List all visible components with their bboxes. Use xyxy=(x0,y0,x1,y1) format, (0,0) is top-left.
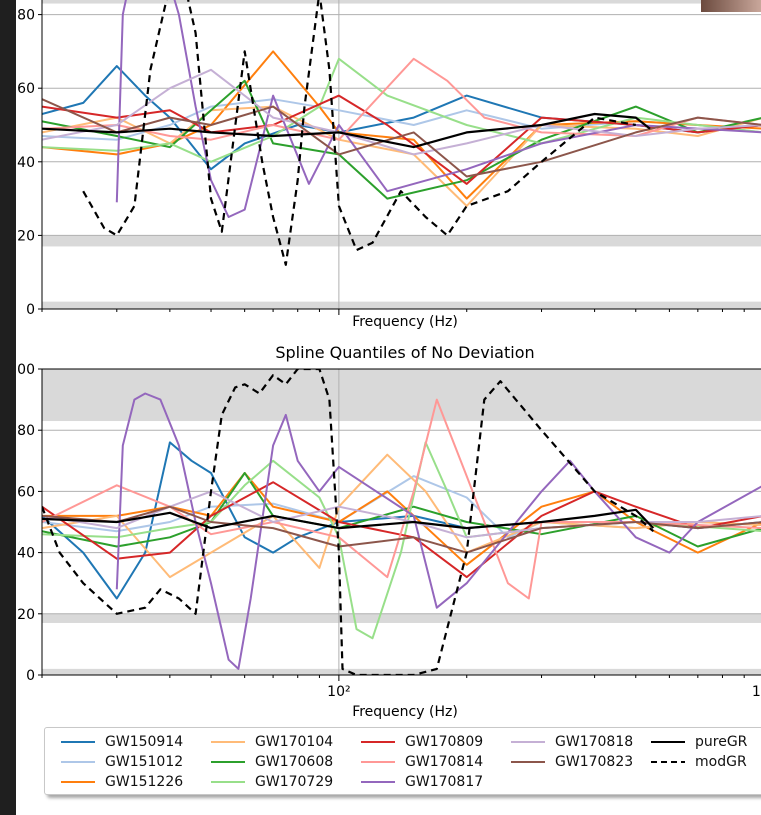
shaded-band xyxy=(42,668,761,675)
legend-swatch xyxy=(511,761,545,763)
shaded-band xyxy=(42,235,761,247)
legend-label: GW170817 xyxy=(405,774,484,790)
legend-item-gw151012: GW151012 xyxy=(61,752,183,772)
series-line-gw170814 xyxy=(42,398,761,600)
legend-swatch xyxy=(61,761,95,763)
y-tick-label: 60 xyxy=(17,484,35,500)
legend: GW150914 GW151012 GW151226 GW170104 GW17… xyxy=(44,727,761,795)
legend-label: GW151226 xyxy=(105,774,184,790)
legend-item-gw170817: GW170817 xyxy=(361,772,483,792)
legend-swatch xyxy=(211,761,245,763)
legend-item-modgr: modGR xyxy=(651,752,747,772)
shaded-band xyxy=(42,369,761,422)
y-tick-label: 80 xyxy=(17,423,35,439)
legend-label: modGR xyxy=(695,754,747,770)
series-line-modgr xyxy=(82,0,636,266)
panel-1: 0 20 40 60 80 Frequency (Hz) xyxy=(17,0,761,330)
legend-label: GW151012 xyxy=(105,754,184,770)
shaded-band xyxy=(42,613,761,623)
legend-item-gw170814: GW170814 xyxy=(361,752,483,772)
series-line-gw170809 xyxy=(42,94,761,185)
y-tick-label: 100 xyxy=(16,362,35,378)
series-line-gw170823 xyxy=(42,505,761,554)
chart-title: Spline Quantiles of No Deviation xyxy=(275,343,534,362)
legend-item-gw170809: GW170809 xyxy=(361,732,483,752)
legend-label: GW170608 xyxy=(255,754,334,770)
legend-swatch xyxy=(651,741,685,743)
legend-label: GW170809 xyxy=(405,734,484,750)
legend-item-gw170818: GW170818 xyxy=(511,732,633,752)
legend-swatch xyxy=(361,741,395,743)
legend-item-puregr: pureGR xyxy=(651,732,747,752)
series-line-gw170104 xyxy=(42,453,761,579)
series-line-puregr xyxy=(42,508,655,530)
panel-2: 0 20 40 60 80 100 10² 10³ Frequency (Hz) Spline Q… xyxy=(16,343,761,720)
y-tick-label: 60 xyxy=(17,81,35,97)
series-line-gw170817 xyxy=(115,0,761,218)
legend-label: GW170729 xyxy=(255,774,334,790)
y-tick-label: 40 xyxy=(17,155,35,171)
shaded-band xyxy=(42,0,761,4)
legend-label: GW150914 xyxy=(105,734,184,750)
legend-swatch xyxy=(511,741,545,743)
legend-item-gw170608: GW170608 xyxy=(211,752,333,772)
legend-swatch xyxy=(211,741,245,743)
series-line-gw170729 xyxy=(42,57,761,163)
legend-swatch xyxy=(361,781,395,783)
x-axis-label: Frequency (Hz) xyxy=(352,704,458,720)
plots-svg: 0 20 40 60 80 Frequency (Hz) 0 20 40 60 80 100 10² 10… xyxy=(16,0,761,720)
legend-item-gw170823: GW170823 xyxy=(511,752,633,772)
legend-item-gw151226: GW151226 xyxy=(61,772,183,792)
y-tick-label: 80 xyxy=(17,8,35,24)
legend-label: GW170814 xyxy=(405,754,484,770)
y-tick-label: 20 xyxy=(17,228,35,244)
legend-swatch xyxy=(61,781,95,783)
series-line-puregr xyxy=(42,112,651,149)
series-line-gw170823 xyxy=(42,98,761,178)
y-tick-label: 0 xyxy=(26,668,35,684)
legend-swatch xyxy=(361,761,395,763)
x-tick-label: 10² xyxy=(327,684,350,700)
legend-item-gw170104: GW170104 xyxy=(211,732,333,752)
legend-label: pureGR xyxy=(695,734,748,750)
series-line-gw170817 xyxy=(115,392,761,670)
legend-item-gw150914: GW150914 xyxy=(61,732,183,752)
y-tick-label: 20 xyxy=(17,607,35,623)
legend-label: GW170823 xyxy=(555,754,634,770)
background-photo-corner xyxy=(701,0,761,12)
series-line-gw151226 xyxy=(42,50,761,200)
legend-label: GW170104 xyxy=(255,734,334,750)
figure: 0 20 40 60 80 Frequency (Hz) 0 20 40 60 80 100 10² 10… xyxy=(16,0,761,815)
x-axis-label: Frequency (Hz) xyxy=(352,314,458,330)
y-tick-label: 40 xyxy=(17,546,35,562)
legend-swatch xyxy=(651,761,685,763)
y-tick-label: 0 xyxy=(26,302,35,318)
x-tick-label: 10³ xyxy=(752,684,761,700)
shaded-band xyxy=(42,301,761,309)
legend-item-gw170729: GW170729 xyxy=(211,772,333,792)
legend-swatch xyxy=(211,781,245,783)
series-line-modgr xyxy=(42,369,655,675)
legend-label: GW170818 xyxy=(555,734,634,750)
legend-swatch xyxy=(61,741,95,743)
